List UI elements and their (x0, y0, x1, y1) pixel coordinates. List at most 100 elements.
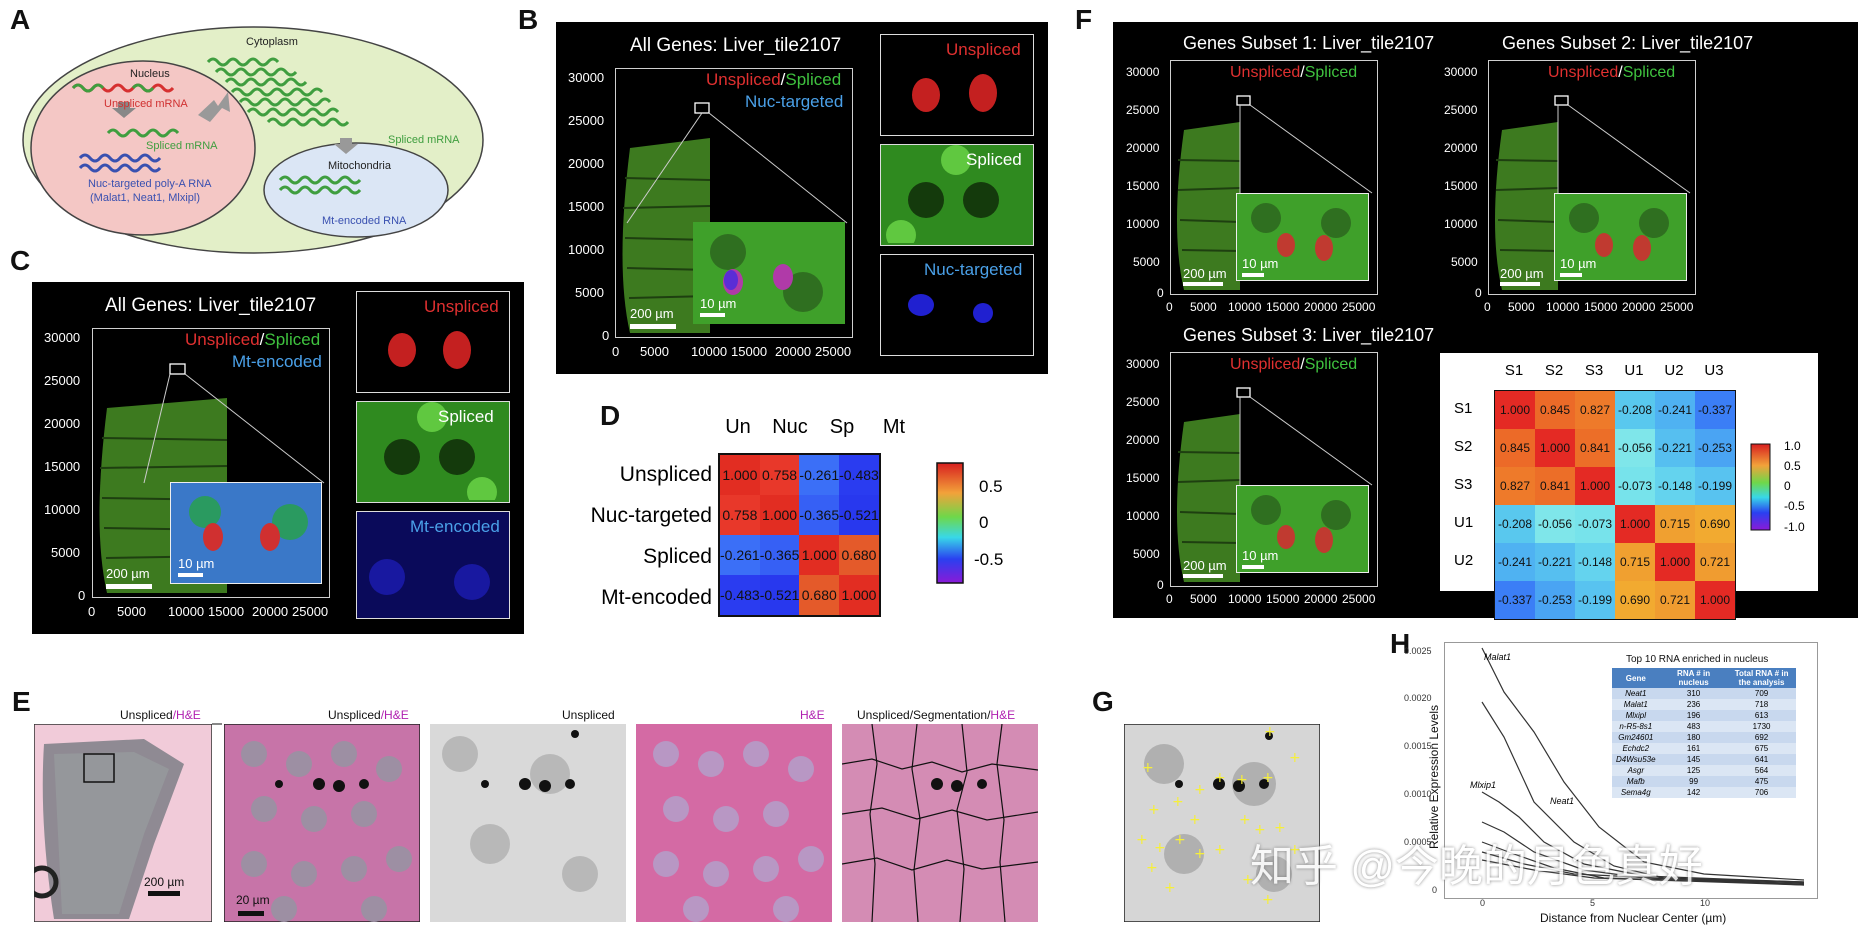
panel-d-row-header: Nuc-targeted (590, 504, 712, 527)
panel-c-scale-label-1: 200 µm (106, 566, 150, 581)
panel-f-heatmap-cell: 1.000 (1695, 581, 1736, 620)
panel-c-legend-2: Mt-encoded (232, 352, 322, 371)
panel-f3-xtick: 20000 (1304, 592, 1338, 606)
svg-text:+: + (1236, 772, 1248, 788)
panel-f-heatmap-cell: -0.208 (1615, 390, 1655, 429)
panel-f2-ytick: 10000 (1444, 217, 1478, 231)
panel-h-table-cell: Mlxipl (1612, 710, 1660, 721)
panel-f-heatmap-cell: -0.253 (1695, 429, 1736, 467)
panel-h-table-cell: 613 (1727, 710, 1796, 721)
panel-h-table-cell: 236 (1659, 699, 1728, 710)
panel-b-plot-frame (615, 68, 853, 338)
panel-f3-xtick: 10000 (1228, 592, 1262, 606)
panel-h-line-label-mlxip1: Mlxip1 (1470, 780, 1497, 790)
panel-d-heatmap-cell: -0.261 (719, 535, 760, 575)
panel-label-a: A (10, 4, 31, 35)
panel-h-table-header: Total RNA # in the analysis (1727, 668, 1796, 688)
svg-text:+: + (1148, 802, 1160, 818)
panel-f2-scale-label-1: 200 µm (1500, 266, 1544, 281)
panel-f-title-3: Genes Subset 3: Liver_tile2107 (1183, 325, 1435, 345)
panel-f2-tissue-image (1495, 95, 1691, 290)
panel-f2-legend: Unspliced/Spliced (1548, 64, 1676, 81)
panel-h-ytick: 0 (1432, 885, 1438, 895)
panel-f-heatmap-cell: -0.148 (1655, 467, 1695, 505)
svg-text:+: + (1214, 770, 1226, 786)
panel-h-table-cell: 483 (1659, 721, 1728, 732)
panel-c-ytick: 5000 (51, 545, 80, 560)
panel-label-g: G (1092, 686, 1114, 717)
panel-f2-scalebar-2 (1560, 273, 1582, 277)
panel-f-cbar-tick: -1.0 (1784, 520, 1805, 534)
panel-f1-scale-label-1: 200 µm (1183, 266, 1227, 281)
panel-f-heatmap-cell: 1.000 (1655, 543, 1695, 581)
panel-f-cbar-tick: 0 (1784, 479, 1791, 493)
panel-e-scalebar-2 (238, 911, 264, 916)
panel-h-line-label-malat1: Malat1 (1484, 652, 1512, 662)
panel-f-heatmap-cell: 0.845 (1494, 429, 1535, 467)
panel-f-heatmap-cell: -0.148 (1575, 543, 1615, 581)
panel-f3-xtick: 0 (1166, 592, 1173, 606)
panel-c-xtick: 15000 (208, 604, 245, 619)
panel-f-heatmap-cell: 0.845 (1535, 390, 1575, 429)
panel-d-heatmap-cell: -0.483 (719, 575, 760, 616)
panel-d-heatmap-cell: 0.758 (719, 495, 760, 535)
panel-f2-xtick: 20000 (1622, 300, 1656, 314)
panel-h-table-cell: Malat1 (1612, 699, 1660, 710)
svg-text:+: + (1136, 832, 1148, 848)
panel-b-legend-1: Unspliced/Spliced (706, 70, 842, 89)
panel-h-table-cell: 145 (1659, 754, 1728, 765)
panel-e-label-3: Unspliced (562, 708, 615, 722)
panel-f2-scale-label-2: 10 µm (1560, 256, 1597, 271)
panel-b-scalebar-2 (700, 313, 725, 317)
panel-f-col-header: U3 (1704, 362, 1724, 379)
panel-f1-scale-label-2: 10 µm (1242, 256, 1279, 271)
panel-d-cbar-tick: 0 (979, 513, 989, 532)
panel-f-heatmap-cell: -0.241 (1655, 390, 1695, 429)
panel-f-col-header: S2 (1544, 362, 1564, 379)
panel-h-xlabel: Distance from Nuclear Center (µm) (1540, 911, 1727, 925)
panel-f-cbar-tick: -0.5 (1784, 499, 1805, 513)
panel-f2-ytick: 5000 (1451, 255, 1478, 269)
panel-f-heatmap-cell: 0.690 (1615, 581, 1655, 620)
panel-h-table-cell: Gm24601 (1612, 732, 1660, 743)
panel-f-heatmap-cell: 0.841 (1535, 467, 1575, 505)
panel-f-heatmap-cell: 1.000 (1535, 429, 1575, 467)
svg-text:+: + (1254, 822, 1266, 838)
panel-f2-xtick: 10000 (1546, 300, 1580, 314)
panel-f-col-header: U1 (1624, 362, 1644, 379)
panel-h-table-cell: 718 (1727, 699, 1796, 710)
panel-f-heatmap-cell: 0.827 (1494, 467, 1535, 505)
panel-h-ytick: 0.0020 (1404, 693, 1432, 703)
panel-f3-xtick: 15000 (1266, 592, 1300, 606)
panel-b-title: All Genes: Liver_tile2107 (630, 35, 842, 56)
panel-f1-xtick: 10000 (1228, 300, 1262, 314)
panel-b-tile-spliced-label: Spliced (966, 150, 1022, 169)
panel-f2-ytick: 20000 (1444, 141, 1478, 155)
svg-text:+: + (1174, 832, 1186, 848)
panel-h-plot-frame (1444, 642, 1818, 899)
panel-h-table-cell: Echdc2 (1612, 743, 1660, 754)
panel-f2-plot-frame (1488, 60, 1696, 295)
panel-h-table-cell: 709 (1727, 688, 1796, 699)
panel-label-b: B (518, 4, 539, 35)
panel-f-heatmap-cell: 1.000 (1494, 390, 1535, 429)
panel-f-cbar-tick: 0.5 (1784, 459, 1801, 473)
panel-h-table-title: Top 10 RNA enriched in nucleus (1626, 654, 1769, 665)
panel-f1-ytick: 15000 (1126, 179, 1160, 193)
panel-b-xtick: 5000 (640, 344, 669, 359)
panel-b-scale-label-1: 200 µm (630, 306, 674, 321)
svg-text:+: + (1146, 860, 1158, 876)
panel-h-table-cell: 142 (1659, 787, 1728, 798)
panel-f-heatmap-cell: -0.253 (1535, 581, 1575, 620)
panel-d-heatmap-cell: -0.365 (799, 495, 840, 535)
panel-c-legend-1: Unspliced/Spliced (185, 330, 321, 349)
mitochondria-label: Mitochondria (328, 160, 391, 172)
panel-f1-ytick: 10000 (1126, 217, 1160, 231)
panel-h-table-cell: 310 (1659, 688, 1728, 699)
panel-label-c: C (10, 245, 31, 276)
panel-d-heatmap-cell: 1.000 (759, 495, 800, 535)
panel-f1-plot-frame (1170, 60, 1378, 295)
panel-f1-xtick: 20000 (1304, 300, 1338, 314)
panel-f-row-header: U1 (1454, 514, 1474, 531)
panel-label-h: H (1390, 628, 1411, 659)
